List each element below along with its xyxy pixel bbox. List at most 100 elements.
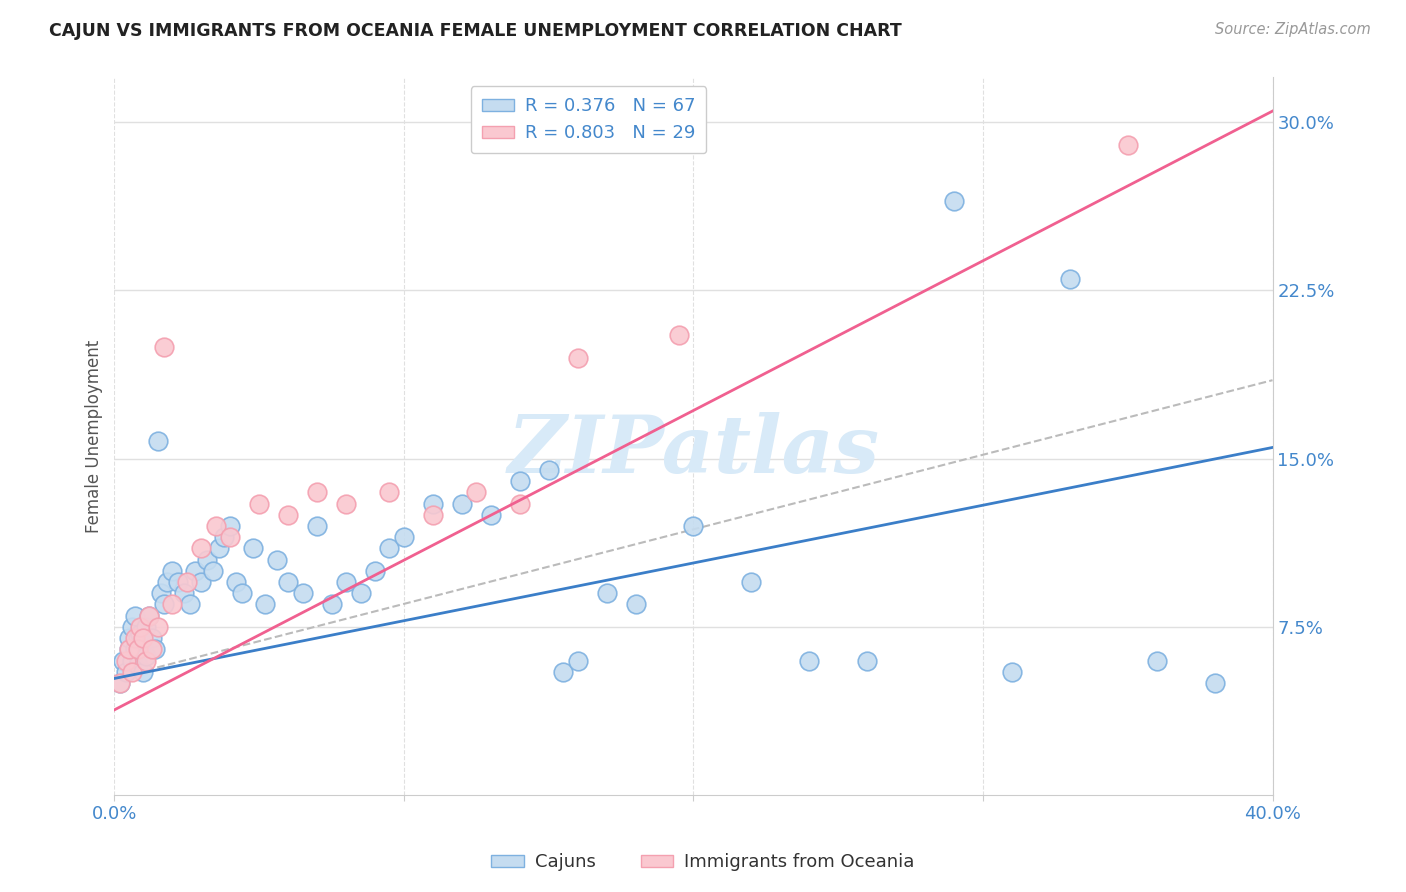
Point — [266, 552, 288, 566]
Point — [567, 351, 589, 365]
Point — [135, 648, 157, 663]
Point — [1001, 665, 1024, 679]
Point — [179, 598, 201, 612]
Point — [132, 631, 155, 645]
Point — [143, 642, 166, 657]
Point — [624, 598, 647, 612]
Y-axis label: Female Unemployment: Female Unemployment — [86, 340, 103, 533]
Point — [277, 508, 299, 522]
Point — [307, 519, 329, 533]
Point — [118, 642, 141, 657]
Point — [479, 508, 502, 522]
Point — [124, 608, 146, 623]
Point — [190, 541, 212, 556]
Point — [1146, 653, 1168, 667]
Point — [595, 586, 617, 600]
Point — [214, 530, 236, 544]
Point — [135, 653, 157, 667]
Point — [141, 642, 163, 657]
Point — [378, 541, 401, 556]
Point — [1116, 137, 1139, 152]
Point — [231, 586, 253, 600]
Point — [115, 653, 138, 667]
Point — [121, 653, 143, 667]
Point — [509, 496, 531, 510]
Point — [173, 586, 195, 600]
Point — [450, 496, 472, 510]
Point — [201, 564, 224, 578]
Point — [149, 586, 172, 600]
Point — [146, 620, 169, 634]
Point — [204, 519, 226, 533]
Point — [152, 598, 174, 612]
Point — [349, 586, 371, 600]
Point — [162, 564, 184, 578]
Point — [553, 665, 575, 679]
Point — [219, 519, 242, 533]
Point — [335, 496, 357, 510]
Point — [668, 328, 690, 343]
Point — [277, 574, 299, 589]
Point — [121, 665, 143, 679]
Point — [108, 676, 131, 690]
Point — [138, 608, 160, 623]
Point — [118, 642, 141, 657]
Text: ZIPatlas: ZIPatlas — [508, 412, 880, 490]
Point — [422, 496, 444, 510]
Point — [1204, 676, 1226, 690]
Point — [291, 586, 314, 600]
Legend: Cajuns, Immigrants from Oceania: Cajuns, Immigrants from Oceania — [484, 847, 922, 879]
Point — [108, 676, 131, 690]
Point — [247, 496, 270, 510]
Point — [307, 485, 329, 500]
Point — [799, 653, 821, 667]
Point — [225, 574, 247, 589]
Point — [567, 653, 589, 667]
Point — [124, 642, 146, 657]
Point — [364, 564, 387, 578]
Point — [124, 631, 146, 645]
Point — [132, 665, 155, 679]
Point — [740, 574, 762, 589]
Point — [195, 552, 218, 566]
Point — [682, 519, 704, 533]
Point — [176, 574, 198, 589]
Point — [127, 642, 149, 657]
Text: Source: ZipAtlas.com: Source: ZipAtlas.com — [1215, 22, 1371, 37]
Point — [253, 598, 276, 612]
Point — [138, 608, 160, 623]
Point — [422, 508, 444, 522]
Point — [856, 653, 879, 667]
Point — [167, 574, 190, 589]
Point — [127, 658, 149, 673]
Point — [155, 574, 177, 589]
Point — [141, 631, 163, 645]
Point — [162, 598, 184, 612]
Point — [1059, 272, 1081, 286]
Point — [152, 340, 174, 354]
Text: CAJUN VS IMMIGRANTS FROM OCEANIA FEMALE UNEMPLOYMENT CORRELATION CHART: CAJUN VS IMMIGRANTS FROM OCEANIA FEMALE … — [49, 22, 903, 40]
Point — [135, 620, 157, 634]
Point — [219, 530, 242, 544]
Point — [190, 574, 212, 589]
Point — [465, 485, 488, 500]
Point — [129, 626, 152, 640]
Point — [321, 598, 343, 612]
Point — [121, 620, 143, 634]
Point — [112, 653, 135, 667]
Legend: R = 0.376   N = 67, R = 0.803   N = 29: R = 0.376 N = 67, R = 0.803 N = 29 — [471, 87, 706, 153]
Point — [392, 530, 415, 544]
Point — [208, 541, 231, 556]
Point — [509, 474, 531, 488]
Point — [146, 434, 169, 448]
Point — [242, 541, 264, 556]
Point — [943, 194, 966, 208]
Point — [335, 574, 357, 589]
Point — [115, 665, 138, 679]
Point — [378, 485, 401, 500]
Point — [537, 463, 560, 477]
Point — [184, 564, 207, 578]
Point — [132, 635, 155, 649]
Point — [129, 642, 152, 657]
Point — [118, 631, 141, 645]
